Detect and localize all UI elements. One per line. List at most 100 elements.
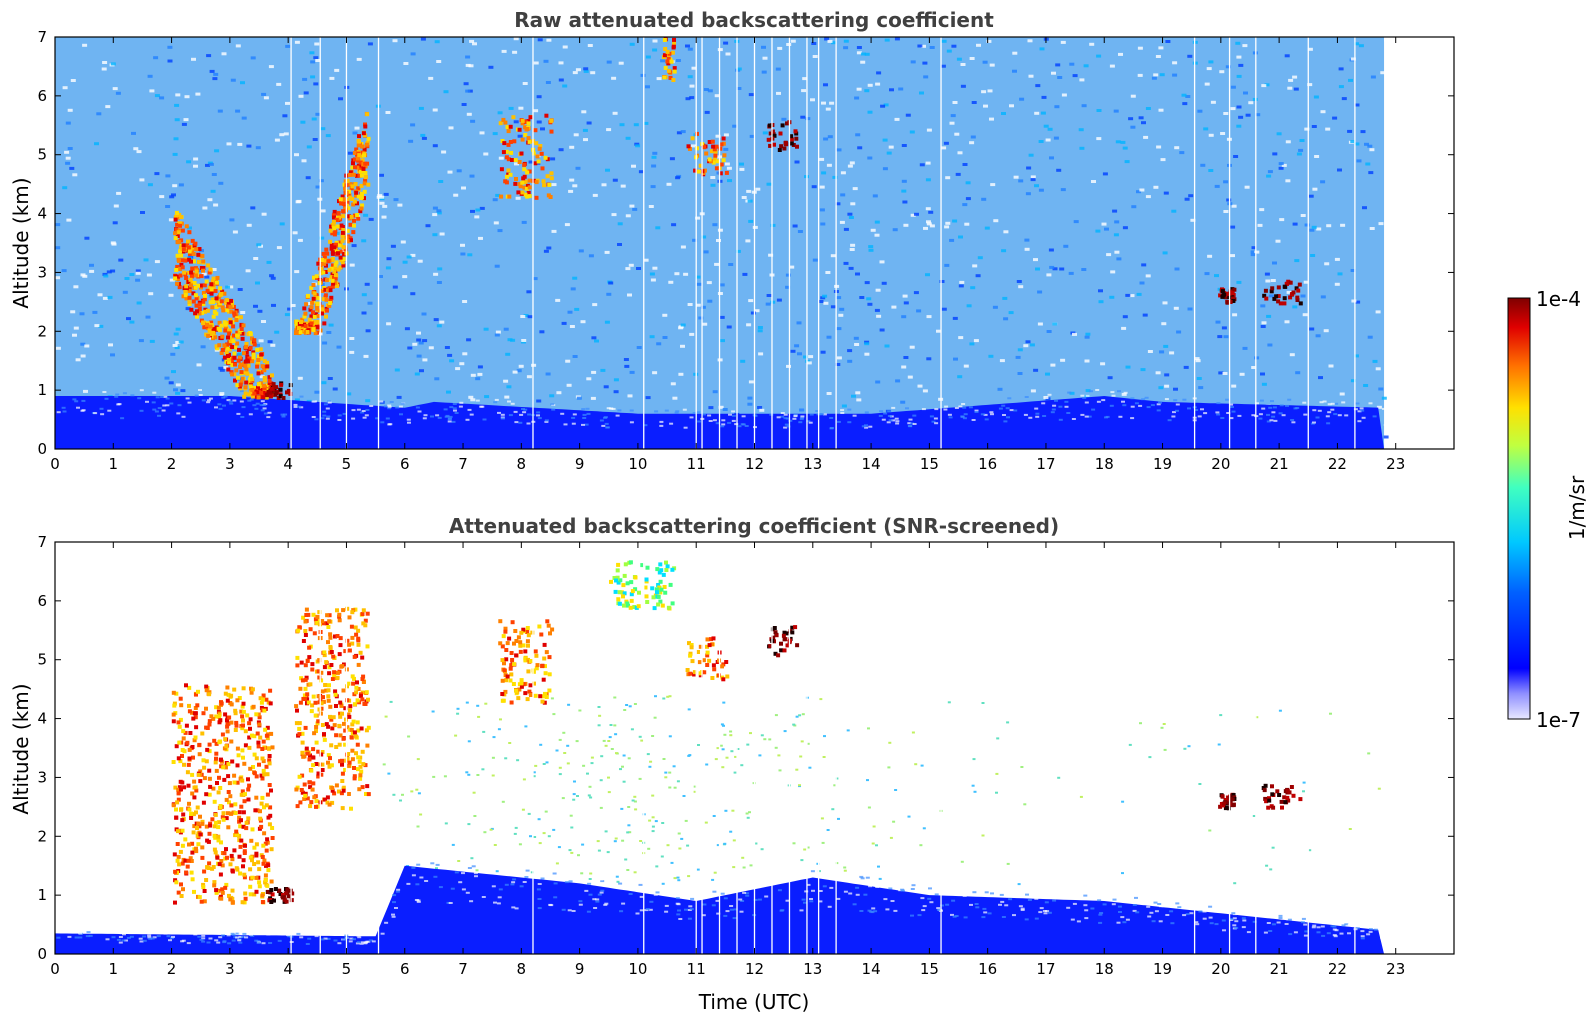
cloud-feature — [609, 560, 677, 611]
x-tick-label: 18 — [1095, 960, 1114, 978]
boundary-layer-texture — [56, 858, 1387, 945]
x-tick-label: 13 — [803, 455, 822, 473]
x-tick-label: 22 — [1328, 455, 1347, 473]
y-tick-label: 1 — [37, 886, 47, 904]
cloud-feature — [294, 606, 371, 811]
x-tick-label: 2 — [167, 960, 177, 978]
x-tick-label: 7 — [458, 960, 468, 978]
x-tick-label: 21 — [1270, 960, 1289, 978]
x-tick-label: 17 — [1036, 455, 1055, 473]
x-tick-label: 10 — [628, 455, 647, 473]
cloud-feature — [1218, 792, 1237, 811]
cloud-feature — [294, 111, 371, 336]
x-tick-label: 17 — [1036, 960, 1055, 978]
cloud-feature — [265, 381, 293, 400]
data-gaps — [290, 37, 1356, 449]
colorbar-gradient — [1507, 297, 1531, 720]
y-tick-label: 0 — [37, 440, 47, 458]
y-axis-label-screened: Altitude (km) — [9, 683, 33, 814]
y-tick-label: 2 — [37, 322, 47, 340]
x-axis-screened: 0 1 2 3 4 5 6 7 8 9 10 11 12 13 14 15 16 17 18 19 20 21 22 23 — [50, 542, 1405, 978]
x-tick-label: 21 — [1270, 455, 1289, 473]
x-tick-label: 1 — [109, 455, 119, 473]
y-tick-label: 7 — [37, 533, 47, 551]
y-tick-label: 4 — [37, 205, 47, 223]
x-axis-label: Time (UTC) — [698, 990, 810, 1014]
cloud-feature — [498, 619, 555, 705]
y-axis-screened: 0 1 2 3 4 5 6 7 — [37, 533, 1454, 963]
x-tick-label: 15 — [920, 960, 939, 978]
x-tick-label: 15 — [920, 455, 939, 473]
x-tick-label: 6 — [400, 455, 410, 473]
x-tick-label: 22 — [1328, 960, 1347, 978]
x-tick-label: 12 — [745, 960, 764, 978]
x-tick-label: 4 — [283, 960, 293, 978]
y-tick-label: 7 — [37, 28, 47, 46]
cloud-feature — [498, 113, 554, 200]
x-tick-label: 8 — [517, 455, 527, 473]
x-tick-label: 9 — [575, 960, 585, 978]
y-tick-label: 4 — [37, 710, 47, 728]
x-tick-label: 16 — [978, 455, 997, 473]
y-tick-label: 5 — [37, 146, 47, 164]
x-tick-label: 9 — [575, 455, 585, 473]
panel-title-screened: Attenuated backscattering coefficient (S… — [449, 514, 1059, 538]
y-tick-label: 3 — [37, 263, 47, 281]
x-tick-label: 2 — [167, 455, 177, 473]
x-tick-label: 8 — [517, 960, 527, 978]
x-tick-label: 18 — [1095, 455, 1114, 473]
cloud-feature — [173, 210, 275, 400]
cloud-feature — [265, 887, 295, 904]
heatmap-screened — [55, 542, 1387, 954]
noise-speckle — [55, 37, 1389, 449]
y-tick-label: 6 — [37, 87, 47, 105]
colorbar: 1e-4 1e-7 1/m/sr — [1507, 287, 1589, 732]
x-tick-label: 3 — [225, 960, 235, 978]
panel-title-raw: Raw attenuated backscattering coefficien… — [514, 8, 994, 32]
x-tick-label: 16 — [978, 960, 997, 978]
cloud-feature — [685, 636, 730, 682]
x-tick-label: 13 — [803, 960, 822, 978]
y-tick-label: 5 — [37, 651, 47, 669]
x-tick-label: 11 — [687, 960, 706, 978]
y-tick-label: 2 — [37, 827, 47, 845]
x-tick-label: 12 — [745, 455, 764, 473]
x-tick-label: 19 — [1153, 960, 1172, 978]
heatmap-raw — [55, 37, 1389, 449]
x-axis-raw: 0 1 2 3 4 5 6 7 8 9 10 11 12 13 14 15 16 17 18 19 20 21 22 23 — [50, 37, 1405, 473]
x-tick-label: 6 — [400, 960, 410, 978]
panel-screened: Attenuated backscattering coefficient (S… — [9, 514, 1455, 1014]
x-tick-label: 1 — [109, 960, 119, 978]
cloud-feature — [1262, 279, 1303, 306]
cloud-feature — [1261, 783, 1303, 810]
y-tick-label: 3 — [37, 768, 47, 786]
x-tick-label: 5 — [342, 455, 352, 473]
x-tick-label: 3 — [225, 455, 235, 473]
cloud-feature — [686, 131, 729, 177]
y-tick-label: 1 — [37, 381, 47, 399]
y-tick-label: 6 — [37, 592, 47, 610]
x-tick-label: 19 — [1153, 455, 1172, 473]
cloud-feature — [171, 683, 275, 905]
data-gaps — [290, 542, 1356, 954]
x-tick-label: 20 — [1211, 960, 1230, 978]
y-tick-label: 0 — [37, 945, 47, 963]
y-axis-raw: 0 1 2 3 4 5 6 7 — [37, 28, 1454, 458]
y-axis-label-raw: Altitude (km) — [9, 177, 33, 308]
boundary-layer-texture — [56, 389, 1388, 430]
x-tick-label: 11 — [687, 455, 706, 473]
colorbar-min-label: 1e-7 — [1536, 708, 1581, 732]
x-tick-label: 14 — [862, 455, 881, 473]
x-tick-label: 20 — [1211, 455, 1230, 473]
colorbar-units: 1/m/sr — [1565, 475, 1589, 540]
x-tick-label: 14 — [862, 960, 881, 978]
x-tick-label: 23 — [1386, 455, 1405, 473]
x-tick-label: 23 — [1386, 960, 1405, 978]
x-tick-label: 4 — [283, 455, 293, 473]
x-tick-label: 10 — [628, 960, 647, 978]
x-tick-label: 0 — [50, 455, 60, 473]
x-tick-label: 5 — [342, 960, 352, 978]
x-tick-label: 7 — [458, 455, 468, 473]
panel-raw: Raw attenuated backscattering coefficien… — [9, 8, 1455, 473]
